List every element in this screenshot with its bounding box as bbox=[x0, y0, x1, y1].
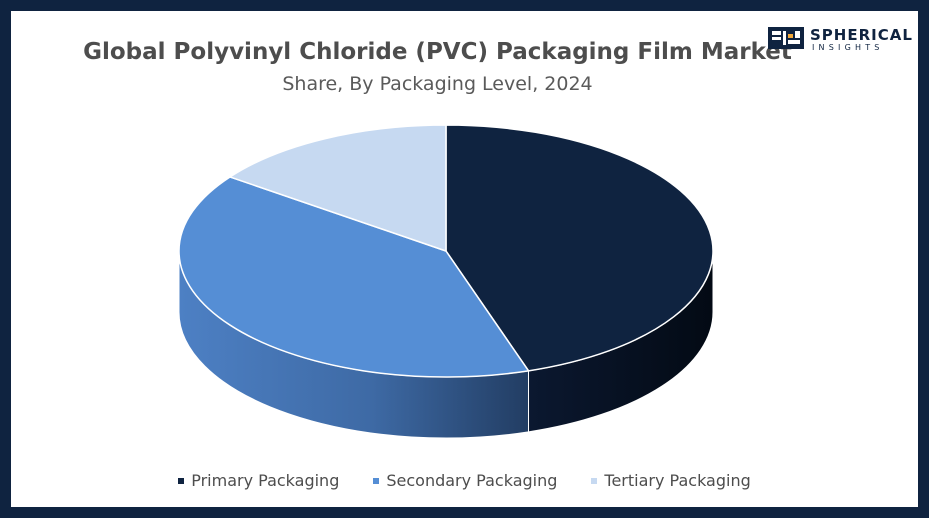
legend-item-tertiary: Tertiary Packaging bbox=[591, 471, 751, 490]
legend-item-primary: Primary Packaging bbox=[178, 471, 339, 490]
legend-swatch-primary bbox=[178, 477, 185, 484]
legend-swatch-tertiary bbox=[591, 477, 598, 484]
legend-item-secondary: Secondary Packaging bbox=[373, 471, 557, 490]
pie-chart bbox=[178, 124, 714, 439]
pie-slice-tertiary bbox=[229, 124, 447, 252]
legend-label-tertiary: Tertiary Packaging bbox=[604, 471, 751, 490]
chart-panel: Global Polyvinyl Chloride (PVC) Packagin… bbox=[11, 11, 918, 507]
legend-label-secondary: Secondary Packaging bbox=[386, 471, 558, 490]
logo-subtitle: INSIGHTS bbox=[812, 43, 884, 52]
chart-legend: Primary Packaging Secondary Packaging Te… bbox=[11, 471, 918, 490]
chart-title: Global Polyvinyl Chloride (PVC) Packagin… bbox=[83, 39, 792, 65]
pie-slice-primary bbox=[445, 124, 714, 372]
logo-name: SPHERICAL bbox=[810, 26, 913, 44]
legend-swatch-secondary bbox=[373, 477, 380, 484]
chart-subtitle: Share, By Packaging Level, 2024 bbox=[282, 73, 593, 95]
pie-slice-secondary bbox=[178, 176, 530, 378]
logo-mark-icon bbox=[768, 27, 804, 49]
spherical-insights-logo: SPHERICAL INSIGHTS bbox=[768, 26, 918, 54]
legend-label-primary: Primary Packaging bbox=[191, 471, 340, 490]
